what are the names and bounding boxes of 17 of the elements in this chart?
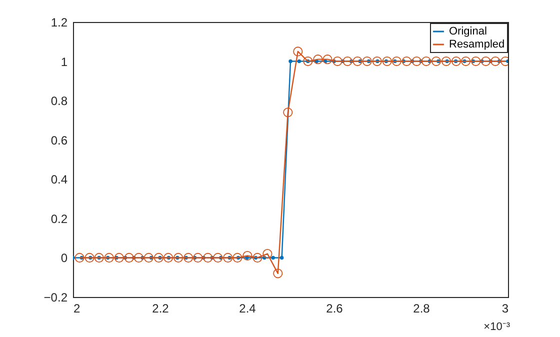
x-tick-label: 2.2 [152, 302, 170, 316]
y-tick-label: 0 [60, 251, 68, 266]
y-tick-label: 0.6 [50, 133, 68, 148]
x-tick-label: 3 [502, 302, 509, 316]
y-tick-label: 0.2 [50, 212, 68, 226]
text: ×10⁻³ [484, 321, 510, 333]
x-tick-label: 2 [74, 302, 80, 316]
y-tick-label: 1.2 [50, 16, 68, 30]
y-tick-label: 0.8 [50, 94, 68, 108]
y-tick-label: −0.2 [44, 290, 68, 304]
y-tick-label: 1 [60, 54, 68, 69]
x-tick-label: 2.6 [326, 302, 344, 316]
x-tick-label: 2.8 [413, 302, 430, 316]
y-tick-label: 0.4 [50, 172, 68, 187]
legend-label: Resampled [449, 38, 505, 50]
legend-label: Original [449, 26, 487, 38]
x-tick-label: 2.4 [239, 302, 256, 316]
